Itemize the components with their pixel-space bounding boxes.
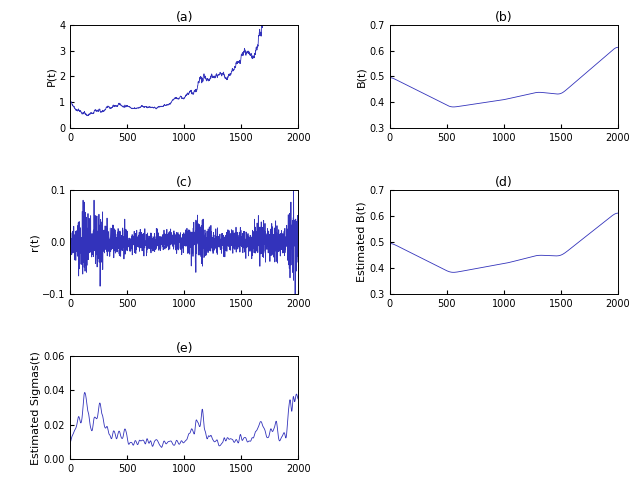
Title: (a): (a)	[175, 10, 193, 24]
Title: (d): (d)	[495, 176, 513, 189]
Title: (e): (e)	[175, 342, 193, 355]
Title: (c): (c)	[176, 176, 192, 189]
Y-axis label: Estimated Sigmas(t): Estimated Sigmas(t)	[31, 351, 41, 464]
Y-axis label: r(t): r(t)	[29, 233, 39, 251]
Y-axis label: Estimated B(t): Estimated B(t)	[357, 202, 367, 283]
Y-axis label: P(t): P(t)	[46, 67, 56, 86]
Y-axis label: B(t): B(t)	[357, 66, 367, 87]
Title: (b): (b)	[495, 10, 513, 24]
